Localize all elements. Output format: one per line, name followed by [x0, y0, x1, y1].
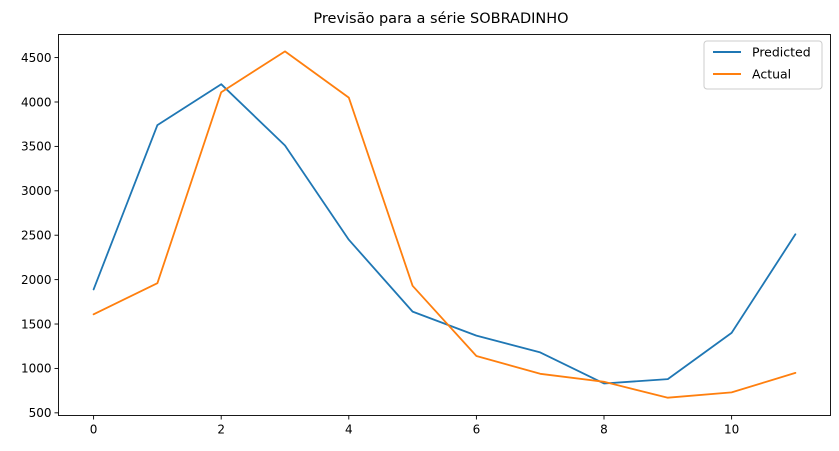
series-line-predicted [92, 83, 797, 385]
x-tick-label: 6 [473, 423, 481, 437]
plot-area: 0 2 4 6 8 10 500 1000 1500 2000 2500 3000 3500 4000 4… [21, 34, 831, 437]
x-axis: 0 2 4 6 8 10 [90, 415, 739, 437]
y-tick-label: 2500 [21, 229, 52, 243]
x-tick-label: 10 [724, 423, 739, 437]
x-tick-label: 2 [217, 423, 225, 437]
legend: Predicted Actual [703, 40, 823, 90]
series-layer [92, 50, 797, 399]
y-tick-label: 3500 [21, 140, 52, 154]
y-tick-label: 1000 [21, 362, 52, 376]
plot-frame [58, 34, 831, 416]
y-tick-label: 2000 [21, 273, 52, 287]
x-tick-label: 0 [90, 423, 98, 437]
x-tick-label: 4 [345, 423, 353, 437]
y-tick-label: 4500 [21, 51, 52, 65]
x-tick-label: 8 [600, 423, 608, 437]
y-axis: 500 1000 1500 2000 2500 3000 3500 4000 4500 [21, 51, 59, 420]
series-line-actual [92, 50, 797, 399]
y-tick-label: 1500 [21, 317, 52, 331]
chart-title: Previsão para a série SOBRADINHO [313, 11, 568, 27]
y-tick-label: 3000 [21, 184, 52, 198]
y-tick-label: 500 [29, 406, 52, 420]
y-tick-label: 4000 [21, 95, 52, 109]
legend-label-actual: Actual [752, 67, 791, 82]
legend-label-predicted: Predicted [752, 45, 811, 60]
